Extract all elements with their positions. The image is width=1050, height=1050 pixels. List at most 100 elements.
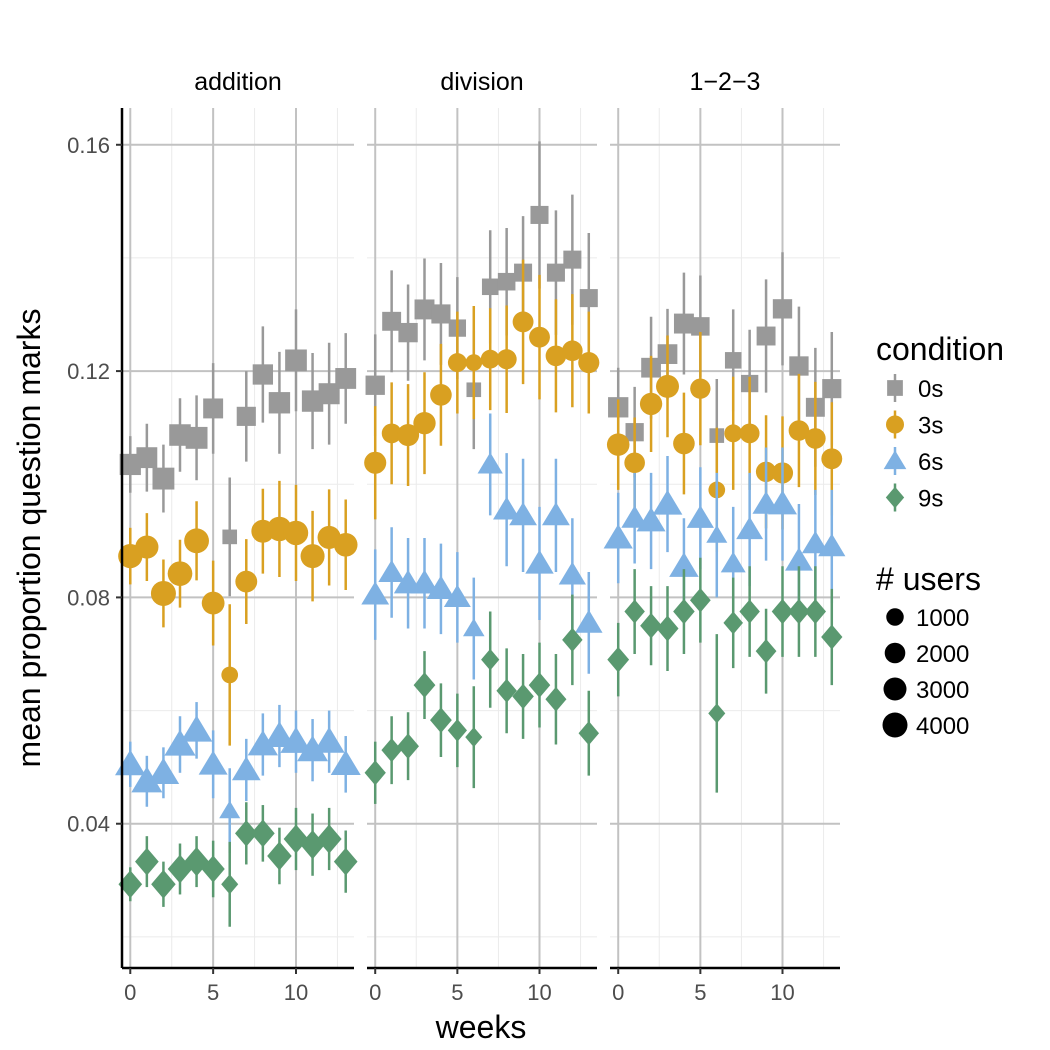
data-point [185, 426, 208, 449]
legend-label: 9s [918, 486, 943, 513]
data-point [639, 392, 663, 416]
data-point [465, 354, 483, 371]
data-point [686, 505, 714, 528]
data-point [563, 250, 582, 269]
data-point [397, 423, 420, 447]
data-point [285, 349, 307, 372]
x-tick-label: 10 [527, 980, 551, 1005]
data-point [333, 847, 358, 876]
legend-size-marker [886, 608, 904, 626]
legend-size-label: 4000 [916, 713, 969, 740]
data-point [805, 428, 826, 449]
series-0s [365, 141, 598, 450]
data-point [236, 406, 256, 426]
data-point [198, 750, 228, 775]
data-point [364, 760, 386, 786]
data-point [724, 424, 743, 443]
legend-label: 0s [918, 376, 943, 403]
data-point [789, 356, 809, 376]
data-point [736, 516, 764, 540]
data-point [135, 847, 159, 876]
data-point [480, 349, 500, 369]
legend-size-label: 3000 [916, 677, 969, 704]
legend-marker [883, 450, 907, 470]
data-point [673, 598, 695, 625]
legend-layer: condition 0s 3s 6s 9s # users 1000 2000 3000 4000 [876, 331, 1004, 740]
data-point [151, 869, 176, 899]
data-point [430, 384, 452, 406]
data-point [180, 715, 213, 742]
data-point [443, 584, 471, 608]
data-point [771, 598, 794, 625]
data-point [283, 520, 309, 546]
data-point [575, 609, 603, 633]
x-tick-label: 5 [207, 980, 219, 1005]
data-point [447, 353, 467, 373]
data-point [316, 824, 342, 854]
x-tick-label: 10 [770, 980, 794, 1005]
data-point [545, 345, 567, 367]
legend-item-3s: 3s [886, 410, 943, 440]
data-point [118, 870, 143, 899]
data-point [447, 719, 467, 742]
data-point [624, 599, 645, 624]
data-point [545, 686, 567, 712]
legend-size-2000: 2000 [884, 641, 969, 668]
data-point [268, 392, 291, 414]
data-point [621, 505, 648, 528]
series-9s [364, 594, 600, 804]
x-tick-label: 0 [612, 980, 624, 1005]
data-point [606, 433, 630, 456]
panel-grid-1 [367, 108, 597, 968]
legend-label: 3s [918, 413, 943, 440]
data-point [267, 841, 292, 871]
data-point [509, 502, 537, 526]
data-point [477, 452, 503, 474]
data-point [136, 447, 158, 469]
data-point [821, 624, 843, 650]
data-point [147, 757, 180, 785]
data-point [755, 638, 777, 664]
series-3s [364, 259, 600, 520]
y-tick-label: 0.12 [67, 359, 110, 384]
data-point [364, 451, 387, 474]
series-6s [603, 447, 846, 621]
data-point [184, 528, 209, 554]
data-point [739, 423, 760, 444]
data-point [818, 533, 846, 557]
legend-item-9s: 9s [885, 483, 943, 513]
legend-item-0s: 0s [887, 374, 943, 403]
data-point [821, 448, 843, 470]
data-point [251, 819, 275, 848]
data-point [247, 730, 278, 756]
data-point [333, 532, 358, 557]
data-point [381, 423, 402, 444]
data-point [562, 340, 583, 362]
data-point [431, 304, 451, 324]
data-point [636, 507, 666, 532]
data-point [318, 383, 340, 405]
data-point [413, 411, 436, 435]
data-point [135, 535, 159, 559]
data-point [426, 575, 455, 599]
legend-size-3000: 3000 [883, 677, 969, 704]
data-point [131, 766, 163, 793]
data-point [203, 398, 224, 419]
data-point [221, 666, 239, 684]
data-point [231, 756, 261, 781]
data-point [119, 453, 141, 476]
data-point [603, 524, 633, 549]
data-point [708, 703, 726, 724]
data-point [788, 420, 810, 441]
data-point [528, 672, 551, 698]
y-tick-label: 0.04 [67, 812, 110, 837]
data-point [656, 374, 679, 398]
legend-size-4000: 4000 [882, 712, 969, 740]
legend-marker [886, 415, 904, 434]
data-point [723, 611, 743, 635]
data-point [382, 311, 402, 331]
data-point [252, 364, 274, 385]
data-point [330, 750, 361, 776]
data-point [497, 272, 516, 291]
